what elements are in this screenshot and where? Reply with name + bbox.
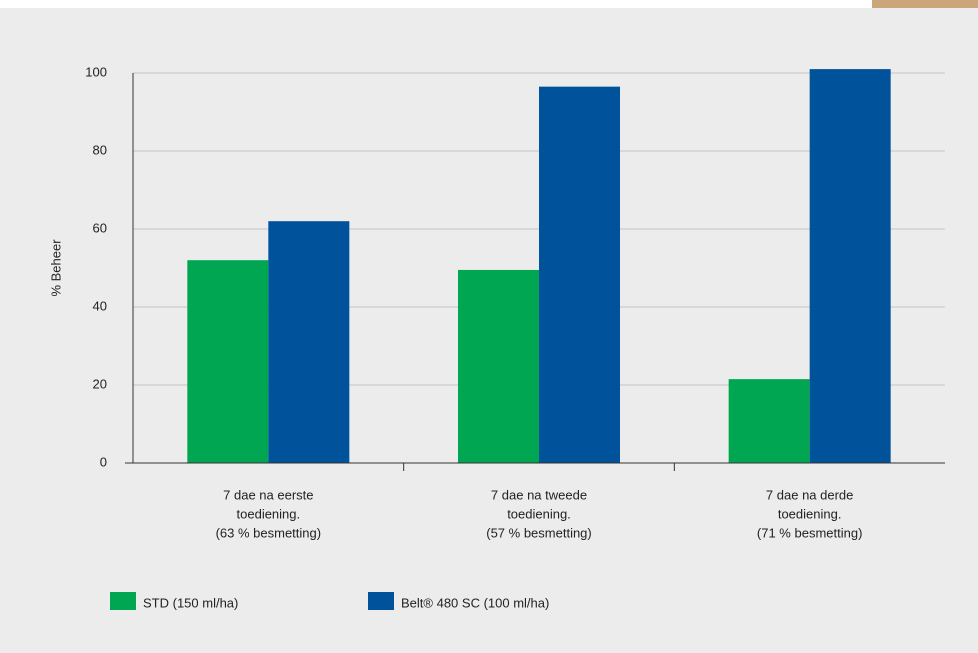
y-axis-label: % Beheer [48,239,63,297]
x-tick-label: toediening. [507,506,571,521]
x-tick-label: toediening. [237,506,301,521]
x-tick-label: (63 % besmetting) [216,525,322,540]
y-tick-label: 100 [85,64,107,79]
x-tick-label: 7 dae na tweede [491,487,587,502]
x-tick-label: (57 % besmetting) [486,525,592,540]
x-tick-label: toediening. [778,506,842,521]
y-tick-label: 0 [100,454,107,469]
bar [809,69,891,463]
legend-label: STD (150 ml/ha) [143,595,238,610]
bar [268,221,350,463]
y-tick-label: 80 [93,142,107,157]
x-tick-label: 7 dae na eerste [223,487,313,502]
x-tick-label: (71 % besmetting) [757,525,863,540]
top-strip [0,0,978,8]
legend-swatch [110,592,136,610]
y-tick-label: 40 [93,298,107,313]
decor [872,0,978,8]
legend-label: Belt® 480 SC (100 ml/ha) [401,595,549,610]
legend-swatch [368,592,394,610]
bar [187,260,269,463]
bar [728,379,810,463]
bar [539,86,620,464]
y-tick-label: 20 [93,376,107,391]
bar [458,269,539,463]
y-tick-label: 60 [93,220,107,235]
x-tick-label: 7 dae na derde [766,487,853,502]
